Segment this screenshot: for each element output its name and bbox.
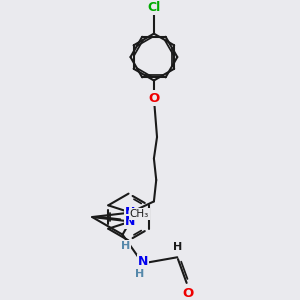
Text: N: N [137,255,148,268]
Text: CH₃: CH₃ [130,209,149,219]
Text: O: O [182,287,193,300]
Text: N: N [125,206,136,219]
Text: H: H [135,269,144,279]
Text: H: H [173,242,183,252]
Text: N: N [125,215,136,228]
Text: O: O [148,92,160,104]
Text: Cl: Cl [147,1,161,13]
Text: H: H [121,241,130,250]
